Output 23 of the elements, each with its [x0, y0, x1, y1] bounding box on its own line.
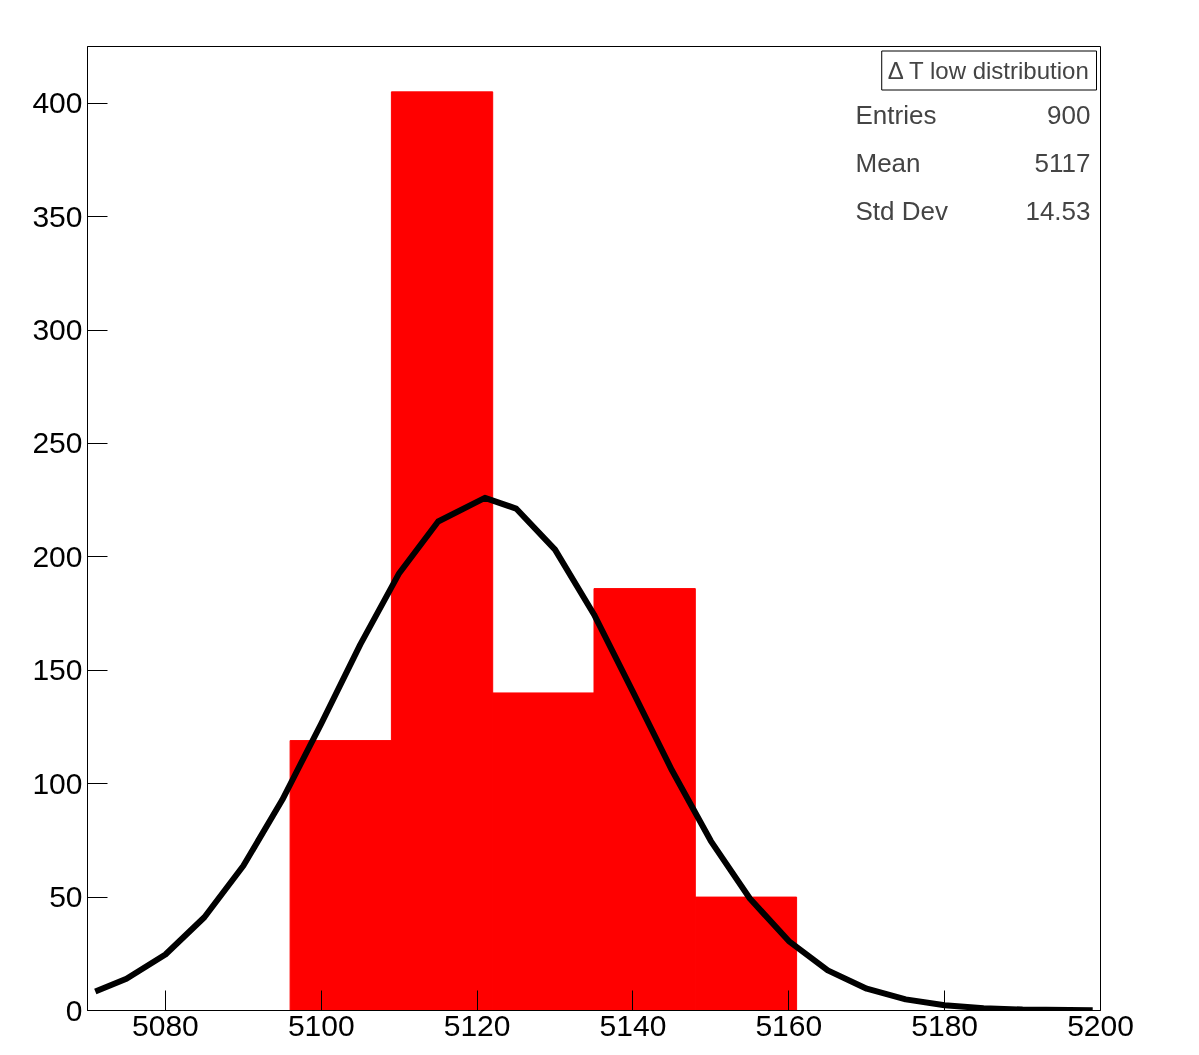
- y-tick-label: 150: [32, 653, 83, 687]
- x-tick-label: 5180: [911, 1008, 979, 1042]
- y-tick-label: 200: [32, 539, 83, 573]
- y-tick-label: 250: [32, 426, 83, 460]
- x-tick-label: 5100: [287, 1008, 355, 1042]
- x-tick-label: 5200: [1067, 1008, 1134, 1042]
- y-tick-label: 400: [32, 86, 83, 120]
- x-tick-label: 5080: [132, 1008, 199, 1042]
- x-tick-label: 5140: [599, 1008, 667, 1042]
- chart-title: Δ T low distribution: [887, 57, 1089, 84]
- annotation: Std Dev: [855, 195, 948, 226]
- y-tick-label: 50: [49, 880, 83, 914]
- annotation: 14.53: [1025, 195, 1091, 226]
- y-tick-label: 300: [32, 313, 83, 347]
- y-tick-label: 0: [65, 993, 83, 1027]
- annotation: 5117: [1034, 147, 1091, 178]
- annotation: 900: [1047, 99, 1091, 130]
- x-tick-label: 5120: [443, 1008, 511, 1042]
- y-tick-label: 350: [32, 199, 83, 233]
- annotation: Mean: [855, 147, 921, 178]
- x-tick-label: 5160: [755, 1008, 823, 1042]
- annotation: Entries: [855, 99, 937, 130]
- y-tick-label: 100: [32, 766, 83, 800]
